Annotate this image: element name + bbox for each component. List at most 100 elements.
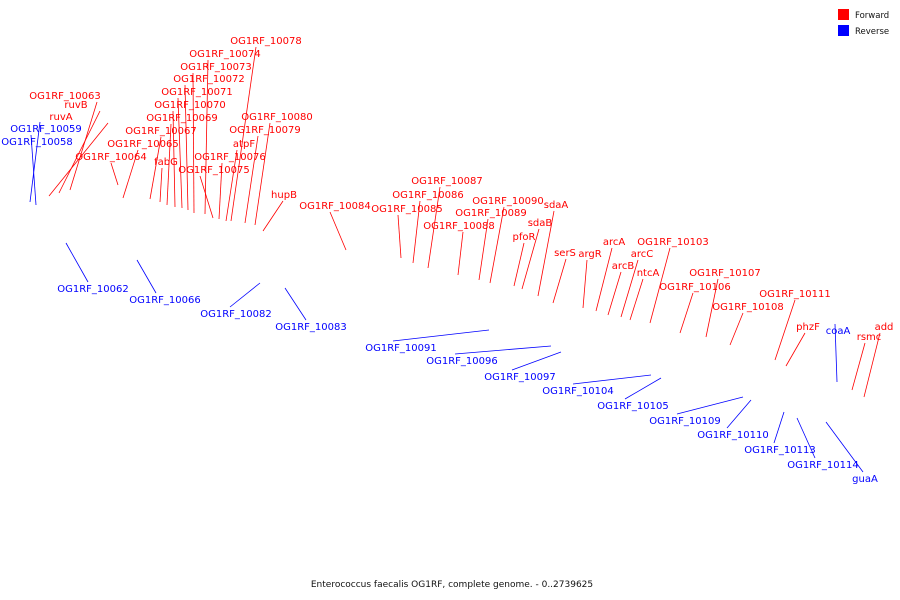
- gene-label-add: add: [875, 322, 894, 333]
- gene-leader-line: [552, 258, 567, 304]
- gene-leader-line: [729, 312, 744, 346]
- gene-label-og1rf-10079: OG1RF_10079: [229, 125, 301, 136]
- gene-leader-line: [199, 175, 214, 219]
- gene-leader-line: [851, 342, 866, 391]
- gene-label-sers: serS: [554, 248, 576, 259]
- gene-label-pfor: pfoR: [513, 232, 536, 243]
- gene-label-arcc: arcC: [631, 249, 654, 260]
- gene-leader-line: [184, 84, 189, 211]
- gene-label-og1rf-10104: OG1RF_10104: [542, 386, 614, 397]
- gene-label-og1rf-10106: OG1RF_10106: [659, 282, 731, 293]
- legend-forward-label: Forward: [855, 11, 889, 21]
- gene-leader-line: [825, 421, 864, 473]
- gene-label-phzf: phzF: [796, 322, 820, 333]
- gene-label-og1rf-10069: OG1RF_10069: [146, 113, 218, 124]
- gene-label-sdaa: sdaA: [544, 200, 569, 211]
- gene-label-og1rf-10063: OG1RF_10063: [29, 91, 101, 102]
- gene-leader-line: [511, 351, 562, 371]
- gene-leader-line: [254, 122, 271, 226]
- gene-leader-line: [607, 271, 622, 316]
- gene-leader-line: [30, 134, 37, 206]
- gene-label-og1rf-10067: OG1RF_10067: [125, 126, 197, 137]
- gene-label-og1rf-10076: OG1RF_10076: [194, 152, 266, 163]
- gene-leader-line: [412, 200, 421, 264]
- gene-leader-line: [284, 287, 307, 321]
- gene-leader-line: [489, 206, 505, 284]
- gene-leader-line: [537, 210, 555, 297]
- gene-label-atpf: atpF: [233, 139, 255, 150]
- gene-leader-line: [834, 323, 838, 383]
- gene-leader-line: [796, 417, 816, 459]
- gene-leader-line: [177, 97, 183, 209]
- gene-label-og1rf-10080: OG1RF_10080: [241, 112, 313, 123]
- gene-leader-line: [149, 136, 162, 200]
- gene-label-rsmc: rsmc: [857, 332, 882, 343]
- gene-label-og1rf-10089: OG1RF_10089: [455, 208, 527, 219]
- gene-leader-line: [58, 110, 101, 194]
- gene-leader-line: [676, 396, 744, 415]
- gene-leader-line: [329, 211, 347, 251]
- gene-leader-line: [705, 278, 719, 338]
- gene-leader-line: [29, 121, 41, 203]
- gene-label-og1rf-10086: OG1RF_10086: [392, 190, 464, 201]
- gene-leader-line: [204, 59, 209, 215]
- gene-leader-line: [773, 411, 785, 444]
- gene-label-og1rf-10071: OG1RF_10071: [161, 87, 233, 98]
- gene-label-og1rf-10105: OG1RF_10105: [597, 401, 669, 412]
- gene-leader-line: [726, 399, 752, 429]
- gene-leader-line: [218, 162, 223, 220]
- gene-leader-line: [513, 242, 525, 287]
- gene-leader-line: [397, 214, 402, 259]
- gene-label-og1rf-10066: OG1RF_10066: [129, 295, 201, 306]
- gene-label-og1rf-10111: OG1RF_10111: [759, 289, 831, 300]
- gene-label-og1rf-10082: OG1RF_10082: [200, 309, 272, 320]
- gene-label-og1rf-10088: OG1RF_10088: [423, 221, 495, 232]
- gene-leader-line: [48, 122, 109, 197]
- gene-label-og1rf-10084: OG1RF_10084: [299, 201, 371, 212]
- gene-leader-line: [629, 278, 644, 321]
- gene-leader-line: [230, 46, 257, 222]
- legend-reverse-label: Reverse: [855, 27, 889, 37]
- gene-label-og1rf-10064: OG1RF_10064: [75, 152, 147, 163]
- gene-label-og1rf-10075: OG1RF_10075: [178, 165, 250, 176]
- gene-leader-line: [136, 259, 157, 294]
- gene-label-arcb: arcB: [612, 261, 635, 272]
- gene-label-ruvb: ruvB: [64, 100, 87, 111]
- gene-leader-line: [785, 332, 806, 367]
- gene-leader-line: [478, 218, 489, 281]
- gene-label-og1rf-10109: OG1RF_10109: [649, 416, 721, 427]
- gene-label-og1rf-10110: OG1RF_10110: [697, 430, 769, 441]
- gene-leader-line: [122, 149, 139, 199]
- gene-label-coaa: coaA: [826, 326, 851, 337]
- gene-label-fabg: fabG: [154, 157, 178, 168]
- gene-label-og1rf-10091: OG1RF_10091: [365, 343, 437, 354]
- legend-forward-swatch: [838, 9, 849, 20]
- gene-leader-line: [69, 101, 98, 191]
- gene-label-guaa: guaA: [852, 474, 878, 485]
- gene-leader-line: [572, 374, 652, 385]
- gene-label-og1rf-10058: OG1RF_10058: [1, 137, 73, 148]
- gene-leader-line: [427, 186, 441, 269]
- gene-label-arca: arcA: [603, 237, 626, 248]
- gene-leader-line: [595, 247, 613, 312]
- gene-label-og1rf-10062: OG1RF_10062: [57, 284, 129, 295]
- gene-label-og1rf-10114: OG1RF_10114: [787, 460, 859, 471]
- gene-leader-line: [392, 329, 490, 342]
- gene-leader-line: [521, 228, 540, 290]
- gene-leader-line: [774, 299, 796, 361]
- gene-label-og1rf-10065: OG1RF_10065: [107, 139, 179, 150]
- gene-leader-line: [225, 149, 238, 222]
- gene-label-argr: argR: [578, 249, 601, 260]
- gene-leader-line: [649, 247, 671, 324]
- gene-leader-line: [192, 72, 195, 214]
- gene-label-hupb: hupB: [271, 190, 297, 201]
- gene-leader-line: [679, 292, 694, 334]
- gene-label-og1rf-10103: OG1RF_10103: [637, 237, 709, 248]
- gene-label-og1rf-10072: OG1RF_10072: [173, 74, 245, 85]
- gene-label-og1rf-10087: OG1RF_10087: [411, 176, 483, 187]
- gene-leader-line: [863, 332, 881, 398]
- legend-reverse-swatch: [838, 25, 849, 36]
- genome-caption: Enterococcus faecalis OG1RF, complete ge…: [311, 580, 593, 590]
- gene-label-og1rf-10108: OG1RF_10108: [712, 302, 784, 313]
